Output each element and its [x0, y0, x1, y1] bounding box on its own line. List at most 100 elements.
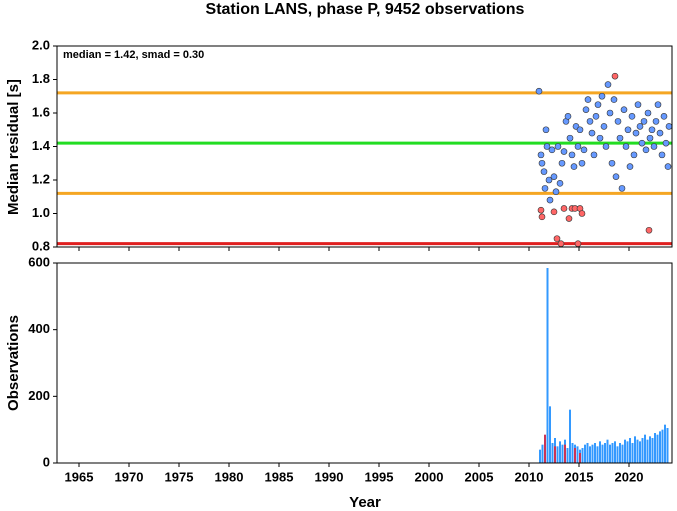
- y-tick-label: 0.8: [32, 238, 50, 253]
- bar: [571, 443, 574, 463]
- x-tick-label: 1990: [315, 469, 344, 484]
- bar: [609, 444, 611, 463]
- point: [546, 196, 554, 204]
- point: [618, 185, 626, 192]
- bar: [541, 444, 544, 463]
- point: [574, 240, 582, 247]
- annotation: median = 1.42, smad = 0.30: [63, 49, 204, 61]
- bar: [624, 439, 626, 463]
- x-tick-label: 2010: [515, 469, 544, 484]
- bar: [599, 441, 601, 463]
- point: [556, 180, 564, 187]
- bar: [551, 443, 554, 463]
- bar: [546, 268, 549, 463]
- point: [658, 151, 666, 159]
- bar: [601, 444, 604, 463]
- x-tick-label: 2005: [465, 469, 494, 484]
- bar: [579, 453, 581, 463]
- x-tick-label: 2020: [615, 469, 644, 484]
- point: [558, 159, 566, 167]
- bar: [576, 446, 579, 463]
- point: [610, 96, 618, 103]
- point: [584, 96, 592, 103]
- bar: [606, 439, 609, 463]
- bar: [561, 444, 564, 463]
- x-tick-label: 1975: [165, 469, 194, 484]
- bar: [654, 433, 656, 463]
- y-tick-label: 1.2: [32, 171, 50, 186]
- bar: [539, 449, 541, 463]
- y-axis-label: Observations: [5, 315, 22, 411]
- x-tick-label: 2000: [415, 469, 444, 484]
- point: [553, 235, 561, 242]
- point: [535, 87, 543, 95]
- point: [608, 159, 616, 167]
- point: [660, 113, 668, 120]
- y-tick-label: 200: [28, 388, 50, 403]
- bar: [589, 446, 591, 463]
- point: [616, 134, 624, 142]
- point: [628, 113, 636, 120]
- point: [594, 101, 602, 108]
- point: [578, 210, 586, 217]
- y-tick-label: 1.4: [32, 138, 51, 153]
- point: [564, 113, 572, 120]
- point: [645, 226, 653, 234]
- point: [646, 134, 654, 142]
- y-tick-label: 400: [28, 321, 50, 336]
- bar: [584, 444, 586, 463]
- x-tick-label: 1985: [265, 469, 294, 484]
- bar: [634, 436, 636, 463]
- y-tick-label: 1.6: [32, 104, 50, 119]
- point: [634, 101, 642, 108]
- point: [588, 129, 596, 137]
- point: [545, 176, 553, 184]
- bar: [664, 424, 666, 463]
- bar: [569, 409, 571, 463]
- point: [654, 101, 662, 108]
- point: [538, 159, 546, 167]
- point: [598, 92, 606, 100]
- bar: [556, 446, 559, 463]
- bar: [651, 438, 654, 463]
- x-tick-label: 1995: [365, 469, 394, 484]
- bar: [644, 434, 646, 463]
- bar: [604, 443, 606, 463]
- point: [596, 134, 604, 142]
- point: [614, 118, 622, 125]
- y-tick-label: 0: [43, 454, 50, 469]
- bar: [581, 448, 584, 463]
- bar: [641, 438, 644, 463]
- bar: [616, 446, 619, 463]
- point: [540, 168, 548, 175]
- point: [568, 151, 576, 159]
- point: [626, 163, 634, 170]
- point: [537, 151, 545, 159]
- bar: [631, 443, 634, 463]
- bar: [639, 441, 641, 463]
- point: [624, 126, 632, 134]
- point: [560, 148, 568, 155]
- bar: [596, 446, 599, 463]
- point: [656, 129, 664, 137]
- y-tick-label: 2.0: [32, 37, 50, 52]
- x-axis-label: Year: [349, 494, 381, 511]
- point: [620, 106, 628, 113]
- point: [580, 146, 588, 154]
- point: [622, 143, 630, 150]
- point: [538, 213, 546, 221]
- y-tick-label: 1.0: [32, 205, 50, 220]
- y-axis-label: Median residual [s]: [5, 79, 22, 215]
- point: [630, 151, 638, 159]
- point: [652, 118, 660, 125]
- bar: [614, 441, 616, 463]
- bar: [611, 443, 614, 463]
- point: [662, 139, 670, 147]
- bar: [564, 444, 566, 463]
- bar: [656, 434, 659, 463]
- bar: [649, 436, 651, 463]
- bar: [661, 429, 664, 463]
- point: [548, 146, 556, 154]
- point: [606, 109, 614, 117]
- bar: [559, 441, 561, 463]
